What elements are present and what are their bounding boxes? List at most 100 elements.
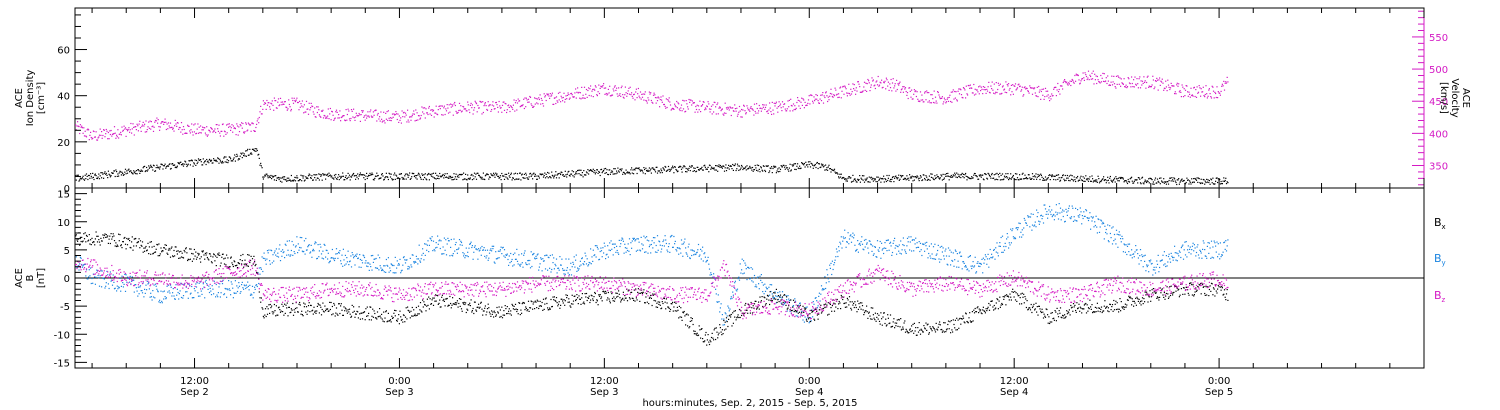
velocity-point	[297, 101, 299, 104]
density-point	[980, 176, 982, 178]
by-point	[104, 287, 106, 289]
velocity-point	[1118, 83, 1120, 85]
velocity-point	[109, 130, 111, 132]
velocity-point	[859, 91, 861, 93]
density-point	[1146, 180, 1148, 182]
velocity-point	[203, 127, 205, 129]
velocity-point	[1162, 82, 1164, 84]
by-point	[912, 239, 914, 241]
by-point	[288, 240, 290, 242]
velocity-point	[1126, 86, 1129, 88]
by-point	[904, 249, 906, 251]
by-point	[300, 247, 302, 249]
velocity-point	[1161, 81, 1163, 83]
by-point	[1077, 215, 1079, 217]
velocity-point	[1030, 87, 1032, 89]
velocity-point	[1091, 72, 1093, 74]
by-point	[478, 248, 480, 250]
by-point	[585, 255, 587, 257]
by-point	[708, 268, 711, 270]
density-point	[1069, 180, 1071, 182]
velocity-point	[1166, 90, 1168, 92]
density-point	[562, 174, 564, 176]
velocity-point	[1150, 86, 1152, 88]
velocity-point	[818, 102, 820, 104]
by-point	[709, 274, 711, 276]
by-point	[236, 290, 239, 293]
density-point	[109, 176, 111, 178]
velocity-point	[1049, 100, 1051, 102]
by-point	[366, 262, 368, 264]
density-point	[992, 177, 994, 179]
by-point	[1006, 238, 1008, 240]
density-point	[739, 169, 741, 171]
by-point	[948, 255, 950, 257]
velocity-point	[973, 83, 975, 86]
by-point	[238, 282, 240, 284]
density-point	[818, 163, 820, 165]
by-point	[1113, 233, 1116, 236]
density-point	[659, 170, 661, 172]
density-point	[373, 179, 375, 181]
velocity-point	[195, 132, 198, 134]
by-point	[458, 239, 461, 241]
velocity-point	[103, 129, 105, 131]
by-point	[258, 267, 260, 269]
velocity-point	[832, 96, 834, 98]
by-point	[441, 253, 443, 255]
velocity-point	[497, 111, 499, 113]
density-point	[836, 172, 838, 174]
velocity-point	[1159, 84, 1161, 86]
density-point	[898, 179, 900, 181]
density-point	[962, 173, 965, 175]
by-point	[455, 241, 457, 244]
velocity-point	[363, 116, 365, 118]
density-point	[1050, 174, 1052, 176]
velocity-point	[622, 94, 624, 96]
density-point	[552, 175, 554, 177]
by-point	[154, 283, 157, 285]
by-point	[404, 262, 407, 264]
density-point	[915, 176, 917, 178]
velocity-point	[1158, 79, 1160, 81]
by-point	[884, 242, 886, 244]
by-point	[659, 241, 661, 243]
by-point	[454, 244, 456, 246]
velocity-point	[609, 85, 611, 87]
by-point	[295, 245, 297, 247]
by-point	[152, 290, 154, 292]
velocity-point	[440, 105, 442, 107]
density-point	[641, 169, 643, 171]
density-point	[401, 176, 403, 179]
density-point	[609, 173, 611, 175]
density-point	[586, 172, 588, 174]
by-point	[83, 264, 85, 266]
velocity-point	[515, 100, 517, 102]
velocity-point	[705, 108, 707, 110]
by-point	[1176, 260, 1178, 262]
density-point	[203, 162, 205, 164]
by-point	[572, 261, 574, 263]
velocity-point	[1226, 76, 1228, 78]
density-point	[669, 170, 671, 172]
by-point	[1111, 243, 1114, 245]
density-point	[182, 165, 185, 167]
velocity-point	[240, 125, 242, 127]
by-point	[739, 263, 741, 265]
by-point	[521, 262, 523, 264]
by-point	[990, 256, 992, 259]
density-point	[1078, 179, 1080, 181]
velocity-point	[636, 97, 638, 99]
velocity-point	[848, 92, 851, 95]
by-point	[324, 244, 326, 246]
by-point	[852, 232, 854, 234]
velocity-point	[495, 102, 497, 104]
by-point	[398, 264, 400, 266]
density-point	[544, 172, 546, 174]
by-point	[212, 288, 214, 290]
density-point	[1035, 173, 1037, 175]
velocity-point	[157, 122, 159, 124]
velocity-point	[623, 97, 625, 99]
by-point	[118, 286, 120, 288]
velocity-point	[75, 129, 77, 131]
